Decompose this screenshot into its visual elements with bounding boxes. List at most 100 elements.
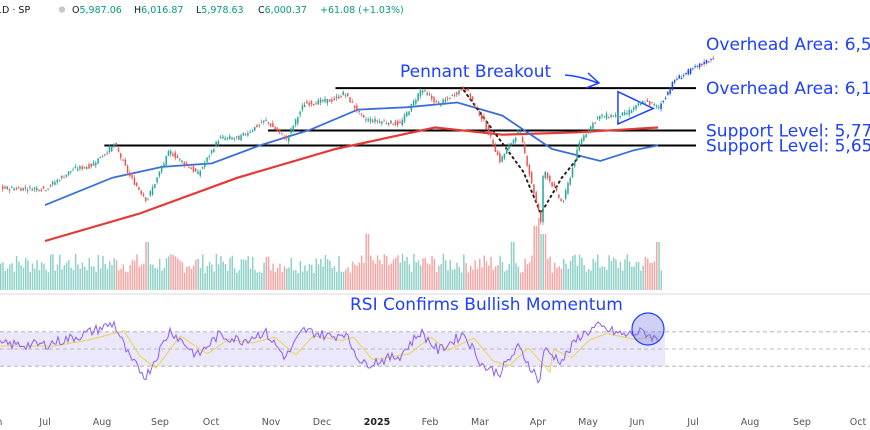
volume-bar	[329, 260, 331, 290]
candle-body	[285, 137, 288, 139]
candle-body	[696, 65, 699, 67]
candle-body	[467, 89, 469, 91]
candle-body	[601, 114, 603, 117]
candle-body	[333, 98, 335, 101]
volume-bar	[61, 269, 63, 290]
volume-bar	[163, 267, 165, 290]
ma-200-line	[44, 126, 659, 243]
volume-bar	[306, 271, 308, 290]
x-tick-label: Feb	[422, 417, 439, 428]
volume-bar	[95, 271, 97, 290]
volume-bar	[13, 271, 16, 290]
candle-body	[544, 171, 547, 178]
volume-bar	[45, 269, 47, 290]
volume-bar	[320, 258, 322, 290]
volume-bar	[156, 268, 159, 290]
volume-bar	[553, 262, 556, 290]
volume-bar	[649, 262, 651, 290]
volume-bar	[587, 269, 590, 290]
volume-bar	[392, 259, 395, 290]
volume-bar	[272, 263, 274, 290]
candle-body	[36, 187, 38, 191]
volume-bar	[211, 264, 213, 290]
candle-body	[478, 110, 481, 116]
candle-body	[124, 159, 127, 166]
volume-bar	[15, 255, 18, 290]
volume-bar	[360, 255, 363, 290]
candle-body	[623, 112, 626, 115]
candle-body	[424, 90, 426, 92]
candle-body	[63, 177, 65, 179]
candle-body	[524, 144, 526, 154]
candle-body	[378, 121, 381, 123]
candle-body	[546, 172, 549, 179]
volume-bars	[0, 218, 663, 290]
volume-bar	[270, 270, 272, 290]
volume-bar	[454, 269, 456, 290]
candle-body	[47, 188, 49, 190]
volume-bar	[4, 270, 7, 290]
volume-bar	[68, 260, 70, 290]
volume-bar	[99, 268, 102, 290]
candle-body	[635, 105, 637, 109]
candle-body	[74, 166, 77, 168]
volume-bar	[626, 254, 629, 290]
candle-body	[451, 94, 453, 96]
x-tick-label: Aug	[93, 417, 112, 428]
change-value: +61.08 (+1.03%)	[320, 5, 404, 16]
candle-body	[435, 101, 438, 103]
candle-body	[480, 114, 483, 120]
volume-bar	[122, 264, 125, 290]
volume-bar	[551, 272, 554, 290]
candle-body	[215, 141, 217, 147]
volume-bar	[145, 242, 147, 290]
volume-bar	[381, 264, 383, 290]
volume-bar	[165, 258, 168, 290]
volume-bar	[653, 261, 656, 290]
volume-bar	[608, 255, 610, 290]
candle-body	[587, 130, 590, 132]
candle-body	[199, 170, 201, 176]
candle-body	[181, 160, 183, 163]
candle-body	[272, 123, 274, 127]
candle-body	[90, 163, 93, 167]
candle-body	[260, 122, 263, 124]
candle-body	[217, 141, 220, 145]
volume-bar	[227, 270, 229, 290]
volume-bar	[531, 255, 533, 290]
candle-body	[326, 99, 329, 104]
volume-bar	[31, 263, 34, 290]
candle-body	[222, 136, 224, 139]
volume-bar	[640, 270, 642, 290]
volume-bar	[245, 260, 247, 290]
volume-bar	[556, 267, 558, 290]
volume-bar	[0, 263, 2, 290]
volume-bar	[472, 269, 474, 290]
candle-body	[365, 119, 367, 121]
volume-bar	[297, 273, 299, 290]
volume-bar	[390, 263, 392, 290]
candle-body	[474, 103, 476, 105]
volume-bar	[63, 264, 66, 290]
x-tick-label: Oct	[203, 417, 220, 428]
volume-bar	[202, 254, 204, 290]
candle-body	[614, 114, 617, 117]
volume-bar	[592, 259, 594, 290]
volume-bar	[549, 256, 551, 290]
candle-body	[340, 96, 342, 98]
candle-body	[194, 168, 197, 172]
candle-body	[240, 135, 242, 141]
candle-body	[617, 112, 619, 118]
volume-bar	[581, 257, 583, 290]
volume-bar	[36, 260, 38, 290]
volume-bar	[535, 226, 538, 290]
candle-body	[176, 155, 179, 159]
candle-body	[669, 89, 671, 94]
ohlc-item: L5,978.63	[196, 5, 244, 16]
candle-body	[17, 187, 20, 189]
volume-bar	[49, 254, 52, 290]
header-symbol[interactable]: 1D · SP	[0, 5, 30, 16]
candle-body	[342, 91, 344, 96]
pennant-breakout-label: Pennant Breakout	[400, 62, 551, 82]
candle-body	[29, 186, 31, 188]
